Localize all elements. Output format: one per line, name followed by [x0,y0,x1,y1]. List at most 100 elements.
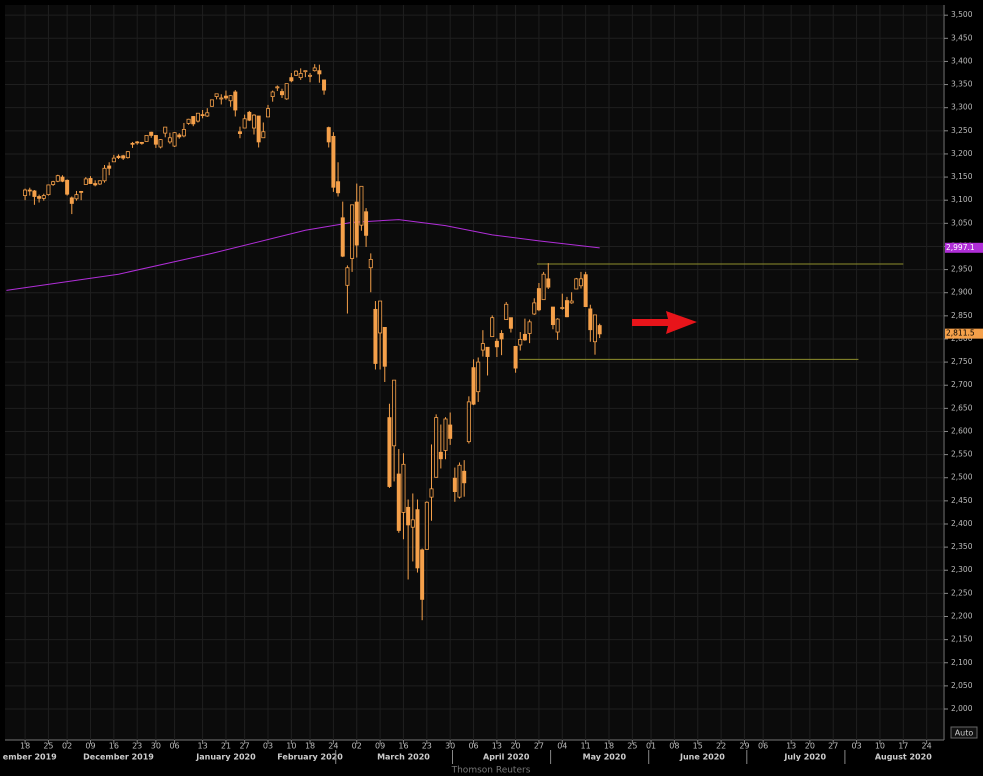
x-tick-label: 11 [581,742,591,751]
x-tick-label: 10 [286,742,296,751]
candle-body [32,190,37,197]
y-tick-label: 3,150 [951,172,973,181]
y-tick-label: 2,200 [951,611,973,620]
candle-body [107,165,112,169]
candle-body [172,132,177,147]
y-tick-label: 3,450 [951,33,973,42]
y-tick-label: 3,250 [951,126,973,135]
candle-body [532,302,537,315]
y-tick-label: 2,150 [951,635,973,644]
x-tick-label: 02 [352,742,362,751]
price-box [945,242,983,253]
y-tick-label: 3,350 [951,80,973,89]
candle-body [121,155,126,159]
x-tick-label: 09 [85,742,95,751]
candle-body [177,134,182,138]
candle-body [452,477,457,493]
month-label: May 2020 [583,753,627,762]
month-label: August 2020 [875,753,932,762]
x-tick-label: 01 [646,742,656,751]
x-tick-label: 15 [693,742,703,751]
x-tick-label: 18 [604,742,614,751]
x-tick-label: 13 [786,742,796,751]
candle-body [163,126,168,134]
auto-label[interactable]: Auto [955,729,974,738]
x-tick-label: 06 [169,742,179,751]
x-tick-label: 18 [20,742,30,751]
candle-body [354,201,359,246]
candle-body [214,93,219,97]
candle-body [88,178,93,184]
candle-body [560,307,565,309]
candle-body [233,91,238,111]
candle-body [471,367,476,405]
candle-body [298,73,303,79]
candle-body [27,189,32,192]
y-tick-label: 2,850 [951,311,973,320]
x-tick-label: 16 [109,742,119,751]
candle-body [139,141,144,144]
candle-body [364,211,369,236]
candle-body [242,118,247,129]
candle-body [209,99,214,107]
y-tick-label: 3,200 [951,149,973,158]
auto-button[interactable] [950,726,978,739]
y-tick-label: 2,950 [951,265,973,274]
x-tick-label: 13 [198,742,208,751]
candle-body [312,67,317,72]
candle-body [359,185,364,226]
candle-body [569,300,574,304]
candle-body [588,308,593,331]
candle-body [289,77,294,82]
candle-body [340,217,345,257]
x-tick-label: 27 [240,742,250,751]
candle-body [424,501,429,550]
y-tick-label: 2,250 [951,588,973,597]
candle-body [476,361,481,393]
candle-body [438,451,443,460]
candle-body [420,549,425,600]
candle-body [111,157,116,163]
x-tick-label: 24 [922,742,932,751]
candle-body [270,91,275,97]
y-tick-label: 3,100 [951,195,973,204]
candle-body [144,135,149,142]
candle-body [308,74,313,77]
candle-body [392,379,397,447]
month-label: ember 2019 [3,753,57,762]
x-tick-label: 18 [305,742,315,751]
y-tick-label: 2,750 [951,357,973,366]
candle-body [336,181,341,194]
candle-body [284,83,289,100]
candle-body [564,300,569,318]
x-tick-label: 04 [557,742,567,751]
candle-body [406,506,411,526]
x-tick-label: 08 [669,742,679,751]
x-tick-label: 03 [263,742,273,751]
candle-body [480,343,485,351]
candle-body [490,317,495,338]
candle-body [578,278,583,287]
candle-body [331,135,336,188]
candle-body [228,95,233,102]
candle-body [158,139,163,148]
candle-body [69,197,74,204]
candle-body [205,112,210,117]
candle-body [396,473,401,531]
x-tick-label: 02 [62,742,72,751]
month-label: February 2020 [277,753,343,762]
candle-body [350,204,355,259]
candle-body [167,137,172,143]
x-tick-label: 03 [851,742,861,751]
y-tick-label: 2,300 [951,565,973,574]
candle-body [41,195,46,199]
candle-body [247,111,252,121]
candle-body [93,183,98,186]
candle-body [195,112,200,122]
candle-body [485,346,490,357]
x-tick-label: 22 [716,742,726,751]
y-tick-label: 2,050 [951,681,973,690]
candle-body [223,95,228,99]
x-tick-label: 27 [828,742,838,751]
